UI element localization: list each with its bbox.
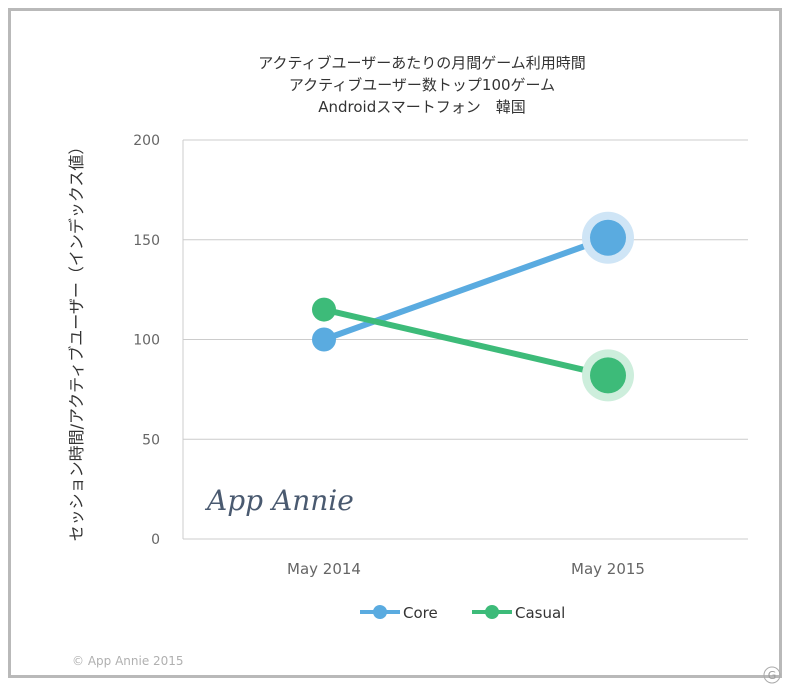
data-point-casual[interactable] (590, 357, 626, 394)
y-tick-label: 100 (133, 333, 160, 349)
legend-item-casual[interactable]: Casual (472, 604, 565, 622)
series-line-casual (321, 306, 611, 379)
data-point-core[interactable] (590, 219, 626, 256)
y-tick-label: 150 (133, 233, 160, 249)
corner-badge: G (763, 666, 781, 684)
y-axis-ticks: 0 50 100 150 200 (133, 133, 160, 548)
legend-swatch-dot (373, 605, 387, 619)
chart-title-line: アクティブユーザー数トップ100ゲーム (289, 76, 555, 94)
x-axis-ticks: May 2014 May 2015 (287, 560, 645, 578)
x-tick-label: May 2015 (571, 560, 645, 578)
legend-swatch-dot (485, 605, 499, 619)
series-line-core (321, 234, 611, 343)
y-tick-label: 200 (133, 133, 160, 149)
series-core (312, 211, 634, 352)
legend-item-core[interactable]: Core (360, 604, 438, 622)
chart-title: アクティブユーザーあたりの月間ゲーム利用時間アクティブユーザー数トップ100ゲー… (258, 54, 586, 116)
series-casual (312, 297, 634, 402)
chart-frame (8, 8, 782, 678)
y-tick-label: 0 (151, 532, 160, 548)
y-axis-label: セッション時間/アクティブユーザー（インデックス値） (67, 139, 86, 542)
legend: Core Casual (360, 604, 565, 622)
series (312, 211, 634, 402)
copyright-text: © App Annie 2015 (72, 654, 184, 668)
data-point-core[interactable] (312, 327, 336, 352)
data-point-casual[interactable] (312, 297, 336, 322)
chart-title-line: アクティブユーザーあたりの月間ゲーム利用時間 (258, 54, 586, 72)
corner-mark: G (768, 669, 777, 682)
app-annie-logo: App Annie (204, 484, 354, 517)
gridlines (182, 139, 748, 540)
chart-title-line: Androidスマートフォン 韓国 (318, 98, 526, 116)
x-tick-label: May 2014 (287, 560, 361, 578)
legend-label: Core (403, 604, 438, 622)
y-tick-label: 50 (142, 432, 160, 448)
legend-label: Casual (515, 604, 565, 622)
